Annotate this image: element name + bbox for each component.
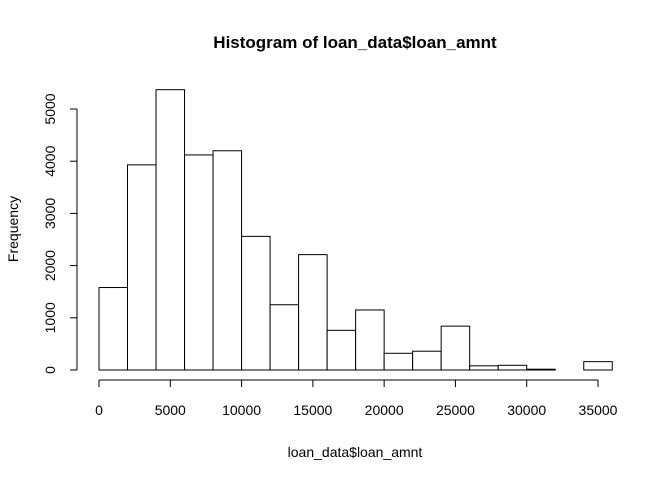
histogram-bar-15 [526, 368, 556, 371]
histogram-bar-10 [383, 352, 414, 371]
histogram-bar-2 [155, 89, 186, 371]
histogram-bar-4 [212, 150, 243, 371]
y-tick-label: 3000 [42, 198, 58, 229]
histogram-bar-0 [98, 287, 129, 371]
x-tick-label: 25000 [436, 402, 475, 418]
x-axis: 0 5000 10000 15000 20000 25000 30000 35000 [95, 379, 618, 418]
x-tick-label: 5000 [155, 402, 186, 418]
histogram-bar-9 [355, 309, 385, 371]
x-tick-label: 30000 [507, 402, 546, 418]
histogram-bar-1 [127, 164, 157, 371]
chart-title: Histogram of loan_data$loan_amnt [213, 33, 497, 52]
y-tick-label: 0 [42, 366, 58, 374]
histogram-bar-8 [326, 329, 357, 371]
bars-group [98, 89, 613, 371]
histogram-bar-7 [298, 254, 328, 371]
y-tick-label: 2000 [42, 250, 58, 281]
y-axis-label: Frequency [5, 196, 21, 262]
y-axis: 0 1000 2000 3000 4000 5000 [42, 93, 78, 374]
histogram-bar-17 [583, 361, 613, 371]
histogram-bar-6 [269, 304, 300, 371]
y-tick-label: 4000 [42, 145, 58, 176]
histogram-bar-11 [412, 350, 442, 371]
x-tick-label: 10000 [222, 402, 261, 418]
histogram-bar-3 [184, 154, 214, 371]
x-axis-label: loan_data$loan_amnt [288, 444, 423, 460]
histogram-bar-12 [440, 325, 471, 371]
histogram-bar-5 [241, 235, 271, 371]
x-tick-label: 15000 [293, 402, 332, 418]
y-tick-label: 1000 [42, 302, 58, 333]
x-tick-label: 35000 [579, 402, 618, 418]
histogram-bar-14 [497, 364, 528, 371]
x-tick-label: 20000 [365, 402, 404, 418]
y-tick-label: 5000 [42, 93, 58, 124]
histogram-bar-13 [469, 365, 499, 371]
x-tick-label: 0 [95, 402, 103, 418]
